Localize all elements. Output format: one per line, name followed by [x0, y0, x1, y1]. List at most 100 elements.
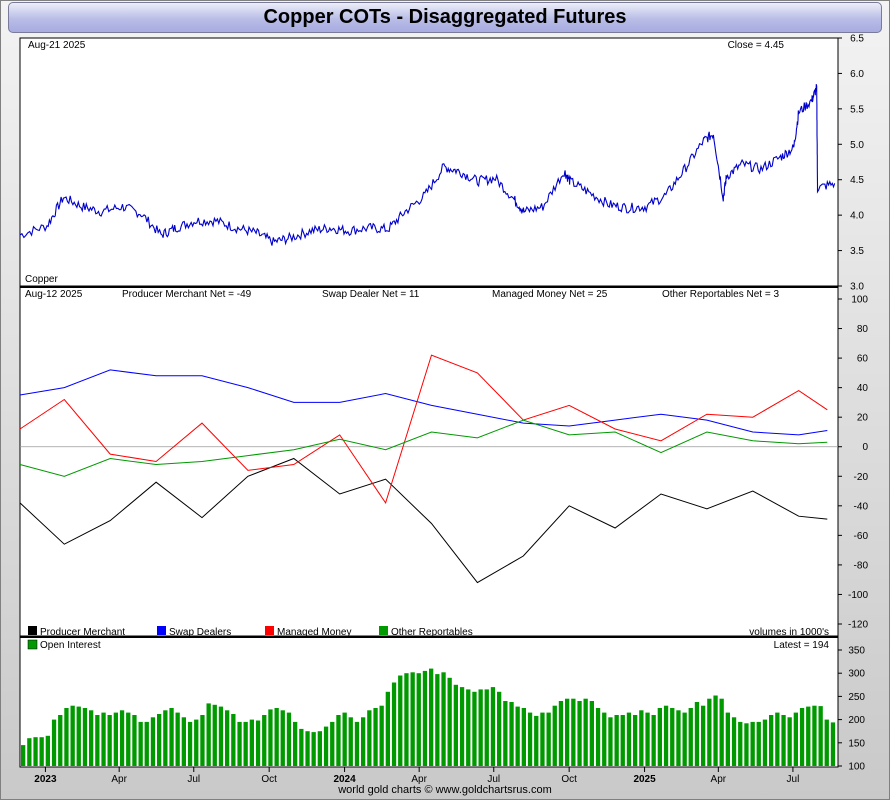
- cot-line-managed-money: [19, 354, 828, 505]
- oi-bar: [58, 715, 63, 766]
- oi-bar: [614, 715, 619, 766]
- x-axis: 2023 Apr Jul Oct 2024 Apr Jul Oct 2025 Apr Jul: [34, 767, 799, 785]
- oi-bar: [583, 698, 588, 766]
- price-series-line: [19, 84, 836, 246]
- oi-bar: [398, 675, 403, 766]
- price-ytick-label: 6.5: [850, 34, 864, 45]
- oi-bar: [113, 712, 118, 766]
- x-tick-label: 2024: [333, 774, 356, 785]
- oi-bar: [361, 717, 366, 766]
- oi-bar: [441, 672, 446, 766]
- oi-bar: [750, 721, 755, 766]
- price-ytick-label: 6.0: [850, 69, 864, 80]
- oi-bar: [497, 691, 502, 766]
- cot-ytick-label: 0: [862, 442, 868, 453]
- oi-bar: [119, 710, 125, 766]
- cot-series-lines: [19, 354, 828, 584]
- oi-bar: [540, 712, 545, 766]
- legend-label-other: Other Reportables: [391, 627, 473, 638]
- oi-bar: [231, 714, 236, 766]
- oi-bar: [762, 719, 768, 766]
- oi-bar: [818, 706, 823, 766]
- x-tick-label: Apr: [111, 774, 127, 785]
- price-date-label: Aug-21 2025: [28, 40, 86, 51]
- oi-bar: [453, 684, 458, 766]
- oi-bar: [21, 745, 26, 766]
- oi-bar: [249, 719, 254, 766]
- cot-date-label: Aug-12 2025: [25, 289, 83, 300]
- cot-ytick-label: 80: [857, 324, 869, 335]
- cot-ytick-label: 100: [851, 295, 868, 306]
- oi-bar: [663, 705, 669, 766]
- oi-bar: [793, 712, 798, 766]
- oi-bar: [354, 721, 360, 766]
- legend-swatch-managed: [265, 626, 274, 635]
- oi-bar: [212, 704, 217, 766]
- oi-bar: [503, 701, 508, 766]
- oi-bar: [144, 721, 149, 766]
- price-panel: [19, 37, 839, 287]
- oi-bar: [76, 706, 81, 766]
- oi-bar: [126, 712, 131, 766]
- oi-bar: [595, 708, 601, 766]
- oi-bar: [280, 710, 285, 766]
- oi-bar: [694, 702, 700, 766]
- oi-bar: [385, 691, 390, 766]
- oi-bar: [435, 674, 440, 766]
- oi-bar: [274, 708, 279, 766]
- oi-bar: [194, 719, 199, 766]
- oi-ytick-label: 200: [848, 715, 865, 726]
- price-commodity-label: Copper: [25, 274, 58, 285]
- oi-bar: [824, 719, 829, 766]
- cot-line-producer-merchant: [19, 457, 828, 584]
- price-ytick-label: 3.0: [850, 282, 864, 293]
- volume-note: volumes in 1000's: [749, 627, 829, 638]
- oi-ytick-label: 300: [848, 669, 865, 680]
- oi-bar: [688, 708, 693, 766]
- oi-bar: [830, 722, 836, 766]
- oi-bar: [132, 715, 137, 766]
- oi-bar: [342, 712, 347, 766]
- x-tick-label: Oct: [261, 774, 277, 785]
- oi-bar: [484, 689, 489, 766]
- oi-bar: [527, 712, 533, 766]
- legend-swatch-other: [379, 626, 388, 635]
- oi-bar: [546, 712, 551, 766]
- cot-ytick-label: -80: [854, 560, 869, 571]
- oi-bar: [255, 720, 261, 766]
- oi-legend-swatch: [27, 639, 38, 650]
- oi-bar: [552, 705, 557, 766]
- oi-bar: [175, 712, 180, 766]
- price-ytick-label: 5.0: [850, 140, 864, 151]
- oi-bar: [169, 708, 174, 766]
- oi-bar: [651, 715, 656, 766]
- oi-bar: [200, 715, 205, 766]
- oi-bar: [459, 687, 465, 766]
- oi-bar: [206, 703, 211, 766]
- oi-bar: [27, 738, 32, 766]
- cot-ytick-label: -20: [854, 472, 869, 483]
- chart-title: Copper COTs - Disaggregated Futures: [8, 2, 882, 33]
- cot-ytick-label: 60: [857, 354, 869, 365]
- oi-bar: [701, 705, 706, 766]
- footer-credit: world gold charts © www.goldchartsrus.co…: [338, 784, 552, 796]
- oi-ytick-label: 250: [848, 692, 865, 703]
- oi-bar: [64, 708, 69, 766]
- oi-bar: [787, 717, 792, 766]
- oi-bar: [187, 721, 193, 766]
- net-label-producer: Producer Merchant Net = -49: [122, 289, 252, 300]
- oi-bar: [45, 735, 50, 766]
- cot-y-axis: 100 80 60 40 20 0 -20 -40 -60 -80 -100 -120: [838, 295, 868, 631]
- oi-bar: [670, 708, 675, 766]
- oi-bar: [490, 687, 496, 766]
- price-ytick-label: 5.5: [850, 104, 864, 115]
- cot-ytick-label: -60: [854, 531, 869, 542]
- oi-bar: [812, 705, 817, 766]
- oi-bar: [323, 726, 329, 766]
- oi-bar: [731, 717, 737, 766]
- oi-bar: [181, 717, 186, 766]
- cot-ytick-label: -40: [854, 501, 869, 512]
- oi-bar: [521, 708, 526, 766]
- oi-bar: [626, 712, 632, 766]
- oi-bar: [33, 737, 38, 766]
